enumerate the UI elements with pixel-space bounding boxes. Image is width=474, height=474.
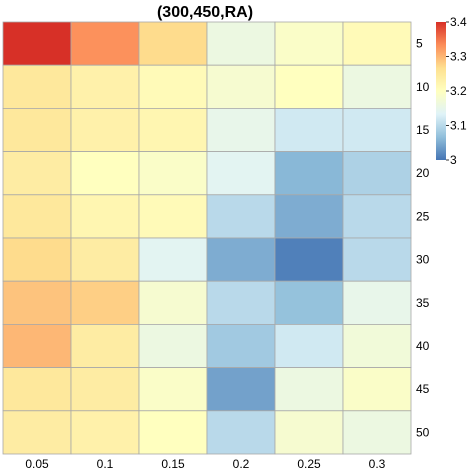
x-tick-label: 0.2 (233, 457, 250, 471)
colorbar (436, 22, 446, 160)
heatmap-cell (70, 410, 140, 455)
heatmap-cell (138, 108, 208, 153)
heatmap-cell (70, 108, 140, 153)
x-tick-label: 0.05 (25, 457, 49, 471)
heatmap-cell (274, 194, 344, 239)
heatmap-cell (70, 237, 140, 282)
heatmap-cell (2, 64, 72, 109)
heatmap-cell (274, 151, 344, 196)
heatmap-cell (138, 64, 208, 109)
heatmap-cell (274, 323, 344, 368)
heatmap-cell (70, 151, 140, 196)
heatmap-cell (274, 237, 344, 282)
heatmap-cell (342, 410, 412, 455)
heatmap-cell (206, 64, 276, 109)
y-tick-label: 40 (416, 339, 430, 353)
heatmap-cell (138, 410, 208, 455)
heatmap-cell (342, 108, 412, 153)
heatmap-cell (138, 323, 208, 368)
heatmap-cell (70, 280, 140, 325)
heatmap-cell (206, 151, 276, 196)
heatmap-cell (2, 237, 72, 282)
y-tick-label: 35 (416, 296, 430, 310)
heatmap-cell (2, 194, 72, 239)
heatmap-cell (342, 237, 412, 282)
heatmap-cell (342, 21, 412, 66)
colorbar-tick-label: 3.1 (450, 119, 467, 133)
heatmap-cell (2, 367, 72, 412)
heatmap-cell (138, 194, 208, 239)
y-tick-label: 25 (416, 209, 430, 223)
heatmap-cell (206, 108, 276, 153)
heatmap-cell (274, 410, 344, 455)
heatmap-cells (2, 21, 412, 455)
y-tick-label: 15 (416, 123, 430, 137)
y-tick-label: 45 (416, 382, 430, 396)
colorbar-tick-label: 3.4 (450, 15, 467, 29)
heatmap-cell (70, 64, 140, 109)
heatmap-cell (2, 151, 72, 196)
heatmap-cell (206, 237, 276, 282)
colorbar-tick-label: 3.2 (450, 84, 467, 98)
colorbar-ticks: 3 3.1 3.2 3.3 3.4 (446, 15, 467, 167)
x-tick-label: 0.1 (97, 457, 114, 471)
heatmap-cell (342, 194, 412, 239)
heatmap-cell (342, 151, 412, 196)
heatmap-cell (274, 21, 344, 66)
heatmap-cell (70, 194, 140, 239)
x-tick-label: 0.3 (369, 457, 386, 471)
heatmap-cell (138, 280, 208, 325)
heatmap-cell (70, 21, 140, 66)
colorbar-tick-label: 3 (450, 153, 457, 167)
y-tick-label: 20 (416, 166, 430, 180)
heatmap-cell (2, 21, 72, 66)
heatmap-cell (2, 108, 72, 153)
heatmap-cell (342, 367, 412, 412)
heatmap-cell (138, 367, 208, 412)
y-axis-ticks: 5 10 15 20 25 30 35 40 45 50 (416, 37, 430, 440)
heatmap-cell (206, 194, 276, 239)
heatmap-cell (206, 21, 276, 66)
y-tick-label: 30 (416, 253, 430, 267)
colorbar-tick-label: 3.3 (450, 50, 467, 64)
heatmap-cell (206, 367, 276, 412)
heatmap-cell (70, 323, 140, 368)
y-tick-label: 10 (416, 80, 430, 94)
heatmap-cell (138, 237, 208, 282)
heatmap-cell (274, 367, 344, 412)
heatmap-cell (206, 410, 276, 455)
heatmap-cell (342, 280, 412, 325)
heatmap-cell (206, 323, 276, 368)
x-tick-label: 0.25 (297, 457, 321, 471)
y-tick-label: 5 (416, 37, 423, 51)
x-tick-label: 0.15 (161, 457, 185, 471)
heatmap-cell (206, 280, 276, 325)
heatmap-cell (274, 280, 344, 325)
heatmap-cell (138, 151, 208, 196)
heatmap-cell (342, 64, 412, 109)
heatmap-cell (2, 323, 72, 368)
x-axis-ticks: 0.05 0.1 0.15 0.2 0.25 0.3 (25, 457, 385, 471)
heatmap-cell (274, 64, 344, 109)
heatmap-cell (274, 108, 344, 153)
y-tick-label: 50 (416, 425, 430, 439)
heatmap-cell (2, 280, 72, 325)
heatmap-cell (2, 410, 72, 455)
heatmap-cell (138, 21, 208, 66)
heatmap-cell (70, 367, 140, 412)
chart-title: (300,450,RA) (157, 4, 253, 21)
heatmap-cell (342, 323, 412, 368)
